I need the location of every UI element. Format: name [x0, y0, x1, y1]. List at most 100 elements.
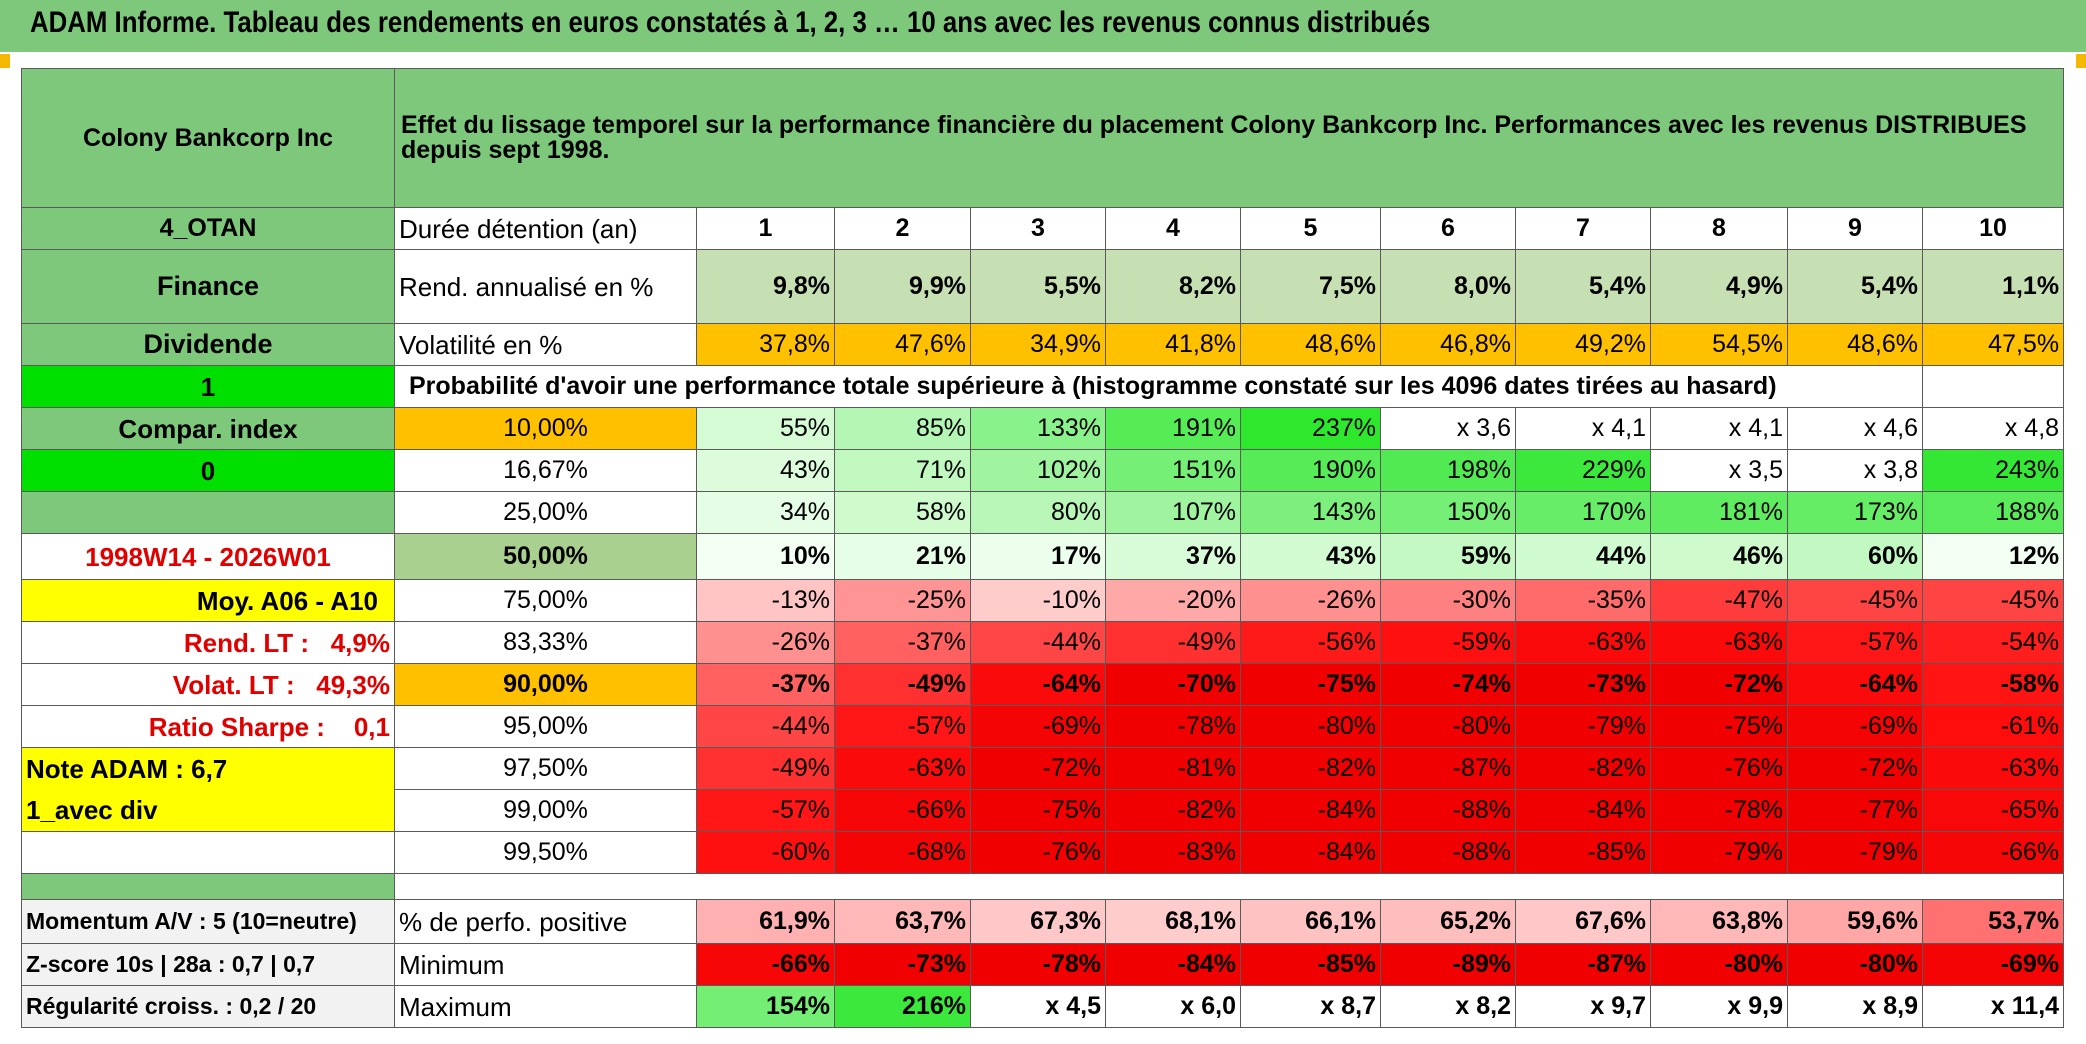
quantile-label: 16,67%	[394, 449, 697, 492]
quantile-value: -88%	[1380, 789, 1516, 832]
spacer	[393, 873, 2065, 900]
quantile-value: -35%	[1515, 579, 1651, 622]
period-range: 1998W14 - 2026W01	[21, 533, 395, 580]
quantile-value: x 4,8	[1921, 407, 2065, 450]
maximum-label: Maximum	[394, 985, 697, 1028]
quantile-value: -78%	[1650, 789, 1788, 832]
quantile-label: 90,00%	[394, 663, 697, 706]
minimum-cell: -78%	[970, 943, 1106, 986]
quantile-value: 170%	[1515, 491, 1651, 534]
positive-performance-cell: 53,7%	[1921, 899, 2065, 944]
quantile-value: -82%	[1240, 747, 1381, 790]
quantile-value: -47%	[1650, 579, 1788, 622]
quantile-row: Rend. LT : 4,9% 83,33% -26% -37% -44% -49% -56…	[21, 621, 2065, 664]
quantile-value: 188%	[1921, 491, 2065, 534]
quantile-label: 25,00%	[394, 491, 697, 534]
quantile-value: 80%	[970, 491, 1106, 534]
maximum-cell: x 8,7	[1240, 985, 1381, 1028]
flag-zero: 0	[21, 449, 395, 492]
quantile-row: 1_avec div 99,00% -57% -66% -75% -82% -84% -88%…	[21, 789, 2065, 832]
sharpe-ratio: Ratio Sharpe : 0,1	[21, 705, 395, 748]
minimum-cell: -69%	[1921, 943, 2065, 986]
volatility-cell: 49,2%	[1515, 323, 1651, 366]
empty-cell	[1921, 365, 2065, 408]
quantile-value: -75%	[1650, 705, 1788, 748]
quantile-value: 17%	[970, 533, 1106, 580]
quantile-value: -82%	[1105, 789, 1241, 832]
quantile-value: 102%	[970, 449, 1106, 492]
annualized-return-label: Rend. annualisé en %	[394, 249, 697, 324]
dividend-mode: 1_avec div	[21, 789, 395, 832]
quantile-value: 237%	[1240, 407, 1381, 450]
quantile-value: -63%	[1515, 621, 1651, 664]
quantile-row: 25,00% 34% 58% 80% 107% 143% 150% 170% 181% 173% 1…	[21, 491, 2065, 534]
quantile-value: -54%	[1921, 621, 2065, 664]
quantile-value: x 3,5	[1650, 449, 1788, 492]
company-name: Colony Bankcorp Inc	[21, 68, 395, 208]
quantile-value: -81%	[1105, 747, 1241, 790]
empty-green-cell	[21, 491, 395, 534]
quantile-value: 229%	[1515, 449, 1651, 492]
quantile-value: -80%	[1240, 705, 1381, 748]
quantile-value: 55%	[696, 407, 835, 450]
quantile-value: -75%	[1240, 663, 1381, 706]
quantile-value: -79%	[1650, 831, 1788, 874]
quantile-row: 99,50% -60% -68% -76% -83% -84% -88% -85% -79% -7…	[21, 831, 2065, 874]
annualized-return-cell: 9,8%	[696, 249, 835, 324]
quantile-label: 95,00%	[394, 705, 697, 748]
quantile-value: x 4,1	[1650, 407, 1788, 450]
year-header: 7	[1515, 207, 1651, 250]
quantile-value: 150%	[1380, 491, 1516, 534]
year-header: 6	[1380, 207, 1516, 250]
momentum-indicator: Momentum A/V : 5 (10=neutre)	[21, 899, 395, 944]
quantile-value: -72%	[1650, 663, 1788, 706]
quantile-value: -37%	[696, 663, 835, 706]
volatility-cell: 37,8%	[696, 323, 835, 366]
quantile-value: 34%	[696, 491, 835, 534]
positive-performance-cell: 61,9%	[696, 899, 835, 944]
maximum-cell: 216%	[834, 985, 971, 1028]
ticker-code: 4_OTAN	[21, 207, 395, 250]
positive-performance-cell: 59,6%	[1787, 899, 1923, 944]
quantile-value: -84%	[1240, 789, 1381, 832]
quantile-row: 1998W14 - 2026W01 50,00% 10% 21% 17% 37% 43% 59…	[21, 533, 2065, 580]
volatility-cell: 34,9%	[970, 323, 1106, 366]
regularity-indicator: Régularité croiss. : 0,2 / 20	[21, 985, 395, 1028]
minimum-cell: -85%	[1240, 943, 1381, 986]
quantile-value: -13%	[696, 579, 835, 622]
quantile-value: 10%	[696, 533, 835, 580]
quantile-value: -57%	[834, 705, 971, 748]
maximum-cell: x 11,4	[1921, 985, 2065, 1028]
quantile-value: 71%	[834, 449, 971, 492]
quantile-value: -59%	[1380, 621, 1516, 664]
quantile-row: Compar. index 10,00% 55% 85% 133% 191% 237% x 3…	[21, 407, 2065, 450]
quantile-value: 58%	[834, 491, 971, 534]
quantile-value: -85%	[1515, 831, 1651, 874]
quantile-value: -49%	[1105, 621, 1241, 664]
flag-one: 1	[21, 365, 395, 408]
corner-marker	[0, 54, 10, 68]
quantile-value: 107%	[1105, 491, 1241, 534]
volatility-cell: 41,8%	[1105, 323, 1241, 366]
positive-performance-cell: 68,1%	[1105, 899, 1241, 944]
maximum-cell: 154%	[696, 985, 835, 1028]
minimum-cell: -80%	[1787, 943, 1923, 986]
quantile-value: -87%	[1380, 747, 1516, 790]
quantile-value: 133%	[970, 407, 1106, 450]
quantile-value: 44%	[1515, 533, 1651, 580]
quantile-value: -82%	[1515, 747, 1651, 790]
volatility-cell: 47,6%	[834, 323, 971, 366]
quantile-value: -49%	[834, 663, 971, 706]
summary-row: Momentum A/V : 5 (10=neutre)% de perfo. …	[21, 899, 2065, 944]
duration-label: Durée détention (an)	[394, 207, 697, 250]
quantile-value: -49%	[696, 747, 835, 790]
quantile-value: -30%	[1380, 579, 1516, 622]
quantile-value: 143%	[1240, 491, 1381, 534]
annualized-return-cell: 7,5%	[1240, 249, 1381, 324]
quantile-value: 37%	[1105, 533, 1241, 580]
quantile-value: -66%	[834, 789, 971, 832]
volatility-cell: 48,6%	[1240, 323, 1381, 366]
quantile-value: -63%	[1650, 621, 1788, 664]
annualized-return-cell: 5,4%	[1787, 249, 1923, 324]
average-label: Moy. A06 - A10	[21, 579, 395, 622]
